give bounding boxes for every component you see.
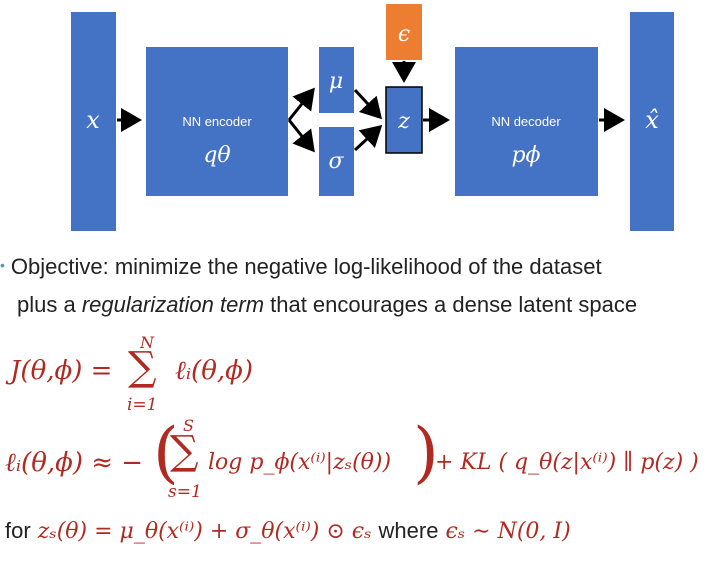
output-symbol: x̂ bbox=[645, 106, 659, 134]
arrow-encoder-sigma bbox=[287, 119, 315, 153]
arrow-encoder-mu bbox=[287, 87, 315, 121]
bullet-icon: • bbox=[0, 257, 5, 273]
objective-emphasis: regularization term bbox=[81, 292, 265, 317]
z-box bbox=[385, 86, 423, 154]
equation-2-right-paren: ) bbox=[413, 414, 439, 491]
input-symbol: x bbox=[86, 106, 100, 134]
equation-1-lhs: J(θ,ϕ) = bbox=[10, 356, 113, 386]
objective-line2-suffix: that encourages a dense latent space bbox=[264, 292, 638, 317]
equation-2-lhs: ℓᵢ(θ,ϕ) ≈ − bbox=[5, 448, 144, 478]
input-box bbox=[71, 12, 116, 231]
equation-3-main: zₛ(θ) = μ_θ(x⁽ⁱ⁾) + σ_θ(x⁽ⁱ⁾) ⊙ ϵₛ bbox=[37, 519, 372, 544]
epsilon-symbol: ϵ bbox=[398, 22, 410, 47]
objective-line-1: • Objective: minimize the negative log-li… bbox=[0, 254, 602, 280]
equation-2-left-paren: ( bbox=[153, 414, 179, 491]
arrow-sigma-z bbox=[353, 124, 383, 152]
objective-text: Objective: minimize the negative log-lik… bbox=[10, 254, 602, 279]
equation-2-inner: log p_ϕ(x⁽ⁱ⁾|zₛ(θ)) bbox=[208, 450, 392, 475]
equation-1-sum-top: N bbox=[140, 333, 154, 352]
equation-1-term: ℓᵢ(θ,ϕ) bbox=[175, 356, 253, 386]
z-symbol: z bbox=[397, 109, 410, 134]
equation-2-sum-bottom: s=1 bbox=[168, 482, 202, 502]
decoder-label: NN decoder bbox=[491, 114, 561, 129]
equation-3: for zₛ(θ) = μ_θ(x⁽ⁱ⁾) + σ_θ(x⁽ⁱ⁾) ⊙ ϵₛ w… bbox=[5, 518, 571, 544]
equation-3-tail: ϵₛ ∼ N(0, I) bbox=[445, 519, 571, 544]
output-box bbox=[630, 12, 674, 231]
mu-symbol: μ bbox=[329, 69, 343, 94]
vae-diagram: x NN encoder qθ μ σ ϵ z NN decoder pϕ x̂ bbox=[71, 4, 674, 231]
sigma-symbol: σ bbox=[328, 149, 344, 174]
equation-2-rhs: + KL ( q_θ(z|x⁽ⁱ⁾) ∥ p(z) ) bbox=[435, 450, 699, 475]
equation-3-where: where bbox=[378, 518, 439, 543]
sigma-box bbox=[319, 127, 354, 196]
mu-box bbox=[319, 47, 354, 113]
equation-2-sum-top: S bbox=[183, 416, 194, 435]
arrow-mu-z bbox=[353, 88, 383, 120]
decoder-box bbox=[455, 47, 598, 196]
encoder-box bbox=[146, 47, 288, 196]
equation-3-prefix: for bbox=[5, 518, 31, 543]
equation-1-sum-bottom: i=1 bbox=[127, 395, 158, 415]
objective-line2-prefix: plus a bbox=[17, 292, 82, 317]
decoder-symbol: pϕ bbox=[511, 143, 540, 168]
equation-1-sum-sign: ∑ bbox=[128, 344, 157, 390]
objective-line-2: plus a regularization term that encourag… bbox=[17, 292, 637, 318]
epsilon-box bbox=[386, 4, 422, 60]
encoder-symbol: qθ bbox=[203, 143, 230, 168]
encoder-label: NN encoder bbox=[182, 114, 252, 129]
equation-2-sum-sign: ∑ bbox=[170, 428, 199, 474]
